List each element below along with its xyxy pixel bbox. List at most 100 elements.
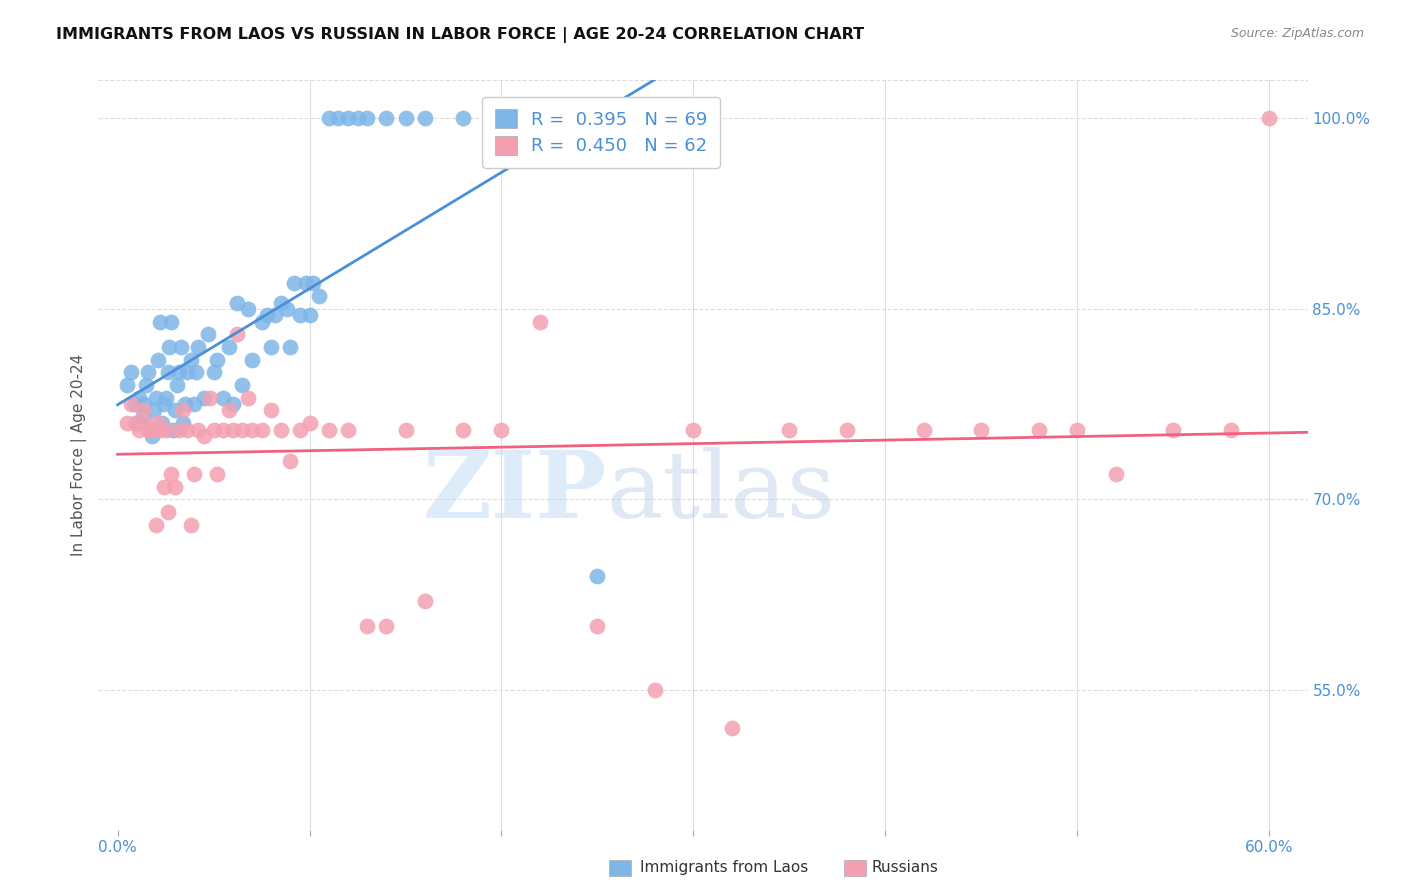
Point (222, 397, 245, 411)
Point (149, 423, 172, 437)
Point (236, 301, 259, 316)
Point (644, 682, 666, 697)
Point (131, 403, 153, 417)
Point (240, 423, 263, 437)
Point (160, 315, 183, 329)
Point (136, 423, 159, 437)
Point (187, 423, 209, 437)
Point (328, 112, 350, 126)
Point (186, 365, 208, 379)
Point (1161, 423, 1184, 437)
Point (134, 397, 156, 411)
Point (152, 397, 174, 411)
Point (336, 112, 359, 126)
Point (136, 365, 159, 379)
Point (202, 423, 225, 437)
Point (302, 277, 325, 291)
Point (346, 112, 368, 126)
Point (225, 327, 247, 342)
Point (145, 517, 167, 532)
Point (176, 365, 198, 379)
Point (135, 416, 157, 430)
Point (288, 423, 311, 437)
Point (835, 423, 858, 437)
Point (336, 423, 359, 437)
Point (115, 416, 138, 430)
Text: Russians: Russians (872, 860, 939, 874)
Point (413, 594, 436, 608)
Point (202, 365, 225, 379)
Point (912, 423, 935, 437)
Point (256, 308, 278, 322)
Y-axis label: In Labor Force | Age 20-24: In Labor Force | Age 20-24 (72, 354, 87, 556)
Point (165, 403, 187, 417)
Point (149, 315, 172, 329)
Point (141, 429, 163, 443)
Point (124, 416, 146, 430)
Point (375, 619, 398, 633)
Point (529, 112, 551, 126)
Point (1258, 112, 1281, 126)
Point (143, 403, 166, 417)
Point (720, 721, 742, 735)
Point (270, 423, 292, 437)
Point (146, 416, 169, 430)
Point (131, 409, 153, 424)
Point (264, 308, 287, 322)
Point (280, 340, 302, 354)
Point (356, 619, 378, 633)
Point (318, 112, 340, 126)
Point (356, 112, 378, 126)
Point (173, 397, 195, 411)
Point (183, 467, 205, 481)
Legend: R =  0.395   N = 69, R =  0.450   N = 62: R = 0.395 N = 69, R = 0.450 N = 62 (482, 97, 720, 168)
Point (1104, 467, 1126, 481)
Point (586, 568, 609, 582)
Point (128, 391, 150, 405)
Text: IMMIGRANTS FROM LAOS VS RUSSIAN IN LABOR FORCE | AGE 20-24 CORRELATION CHART: IMMIGRANTS FROM LAOS VS RUSSIAN IN LABOR… (56, 27, 865, 43)
Point (176, 423, 198, 437)
Point (394, 423, 416, 437)
Point (141, 423, 163, 437)
Point (260, 403, 283, 417)
Point (155, 423, 177, 437)
Point (294, 277, 316, 291)
Point (128, 423, 150, 437)
Point (159, 340, 181, 354)
Point (146, 352, 169, 367)
Point (155, 391, 177, 405)
Point (250, 315, 273, 329)
Point (778, 423, 800, 437)
Point (270, 295, 292, 310)
Point (198, 391, 221, 405)
Point (115, 378, 138, 392)
Point (207, 467, 229, 481)
Point (145, 391, 167, 405)
Text: ZIP: ZIP (422, 448, 606, 537)
Point (180, 517, 202, 532)
Point (280, 454, 302, 468)
Point (1066, 423, 1088, 437)
Point (180, 352, 202, 367)
Point (288, 308, 311, 322)
Point (529, 315, 551, 329)
Point (682, 112, 704, 126)
Point (276, 301, 298, 316)
Point (172, 403, 194, 417)
Text: Source: ZipAtlas.com: Source: ZipAtlas.com (1230, 27, 1364, 40)
Point (283, 277, 305, 291)
Point (260, 340, 283, 354)
Point (156, 365, 179, 379)
Text: Immigrants from Laos: Immigrants from Laos (640, 860, 808, 874)
Point (298, 308, 321, 322)
Point (162, 423, 184, 437)
Point (222, 423, 245, 437)
Point (491, 423, 513, 437)
Point (236, 391, 259, 405)
Point (152, 480, 174, 494)
Point (318, 423, 340, 437)
Point (375, 112, 398, 126)
Point (125, 416, 148, 430)
Point (394, 112, 416, 126)
Point (207, 352, 229, 367)
